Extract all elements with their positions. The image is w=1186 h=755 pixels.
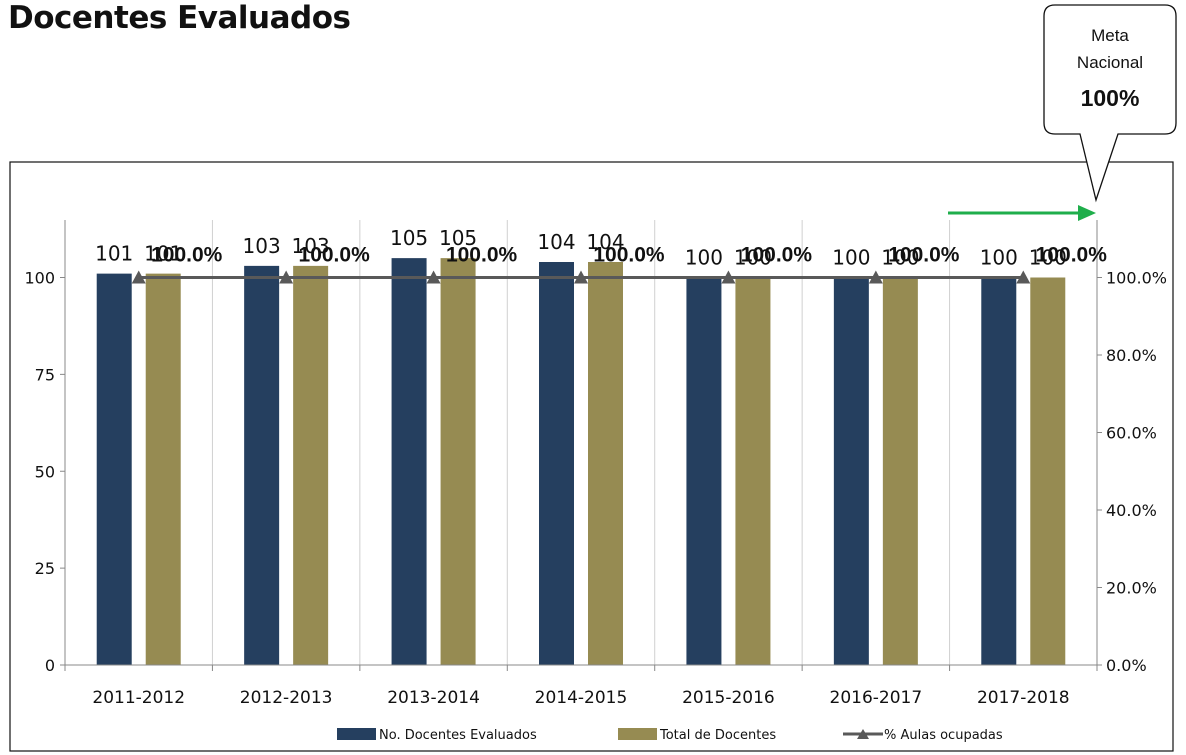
category-label: 2017-2018 xyxy=(977,688,1070,708)
meta-arrow-head xyxy=(1078,205,1096,221)
callout-value: 100% xyxy=(1081,85,1140,111)
legend-label-total: Total de Docentes xyxy=(659,728,776,743)
category-label: 2014-2015 xyxy=(535,688,628,708)
bar-evaluated xyxy=(96,273,132,665)
right-tick-label: 80.0% xyxy=(1106,346,1157,365)
category-label: 2011-2012 xyxy=(92,688,185,708)
line-point-marker xyxy=(721,270,736,284)
left-tick-label: 75 xyxy=(35,365,55,384)
legend-label-evaluated: No. Docentes Evaluados xyxy=(379,728,537,743)
bar-data-label: 100 xyxy=(685,246,723,270)
bar-data-label: 100 xyxy=(881,246,919,270)
line-point-marker xyxy=(279,270,294,284)
category-label: 2016-2017 xyxy=(830,688,923,708)
chart-frame xyxy=(9,161,1174,752)
left-tick-label: 100 xyxy=(24,269,55,288)
line-point-marker xyxy=(574,270,588,284)
bar-total xyxy=(293,265,329,665)
right-tick-label: 40.0% xyxy=(1106,501,1157,520)
line-point-marker xyxy=(868,270,883,284)
left-tick-label: 0 xyxy=(45,656,55,675)
category-label: 2015-2016 xyxy=(682,688,775,708)
bar-evaluated xyxy=(981,277,1017,665)
right-tick-label: 0.0% xyxy=(1106,656,1147,675)
line-data-label: 100.0% xyxy=(446,244,518,267)
bar-evaluated xyxy=(539,262,574,665)
bar-data-label: 101 xyxy=(144,242,182,266)
bar-evaluated xyxy=(244,265,280,665)
bar-total xyxy=(1030,277,1066,665)
bar-data-label: 105 xyxy=(390,226,428,250)
line-data-label: 100.0% xyxy=(888,244,960,267)
bar-data-label: 100 xyxy=(1029,246,1067,270)
category-label: 2012-2013 xyxy=(240,688,333,708)
right-tick-label: 20.0% xyxy=(1106,579,1157,598)
left-tick-label: 25 xyxy=(35,559,55,578)
left-tick-label: 50 xyxy=(35,462,55,481)
line-data-label: 100.0% xyxy=(1036,244,1108,267)
right-tick-label: 60.0% xyxy=(1106,424,1157,443)
line-point-marker xyxy=(1016,270,1031,284)
page-title: Docentes Evaluados xyxy=(8,0,351,36)
bar-data-label: 105 xyxy=(439,226,477,250)
legend-swatch-total xyxy=(618,728,657,740)
bar-evaluated xyxy=(391,258,427,665)
right-tick-label: 100.0% xyxy=(1106,269,1167,288)
legend-swatch-evaluated xyxy=(337,728,376,740)
bar-total xyxy=(882,277,918,665)
legend-label-line: % Aulas ocupadas xyxy=(884,728,1003,743)
bar-data-label: 101 xyxy=(95,242,133,266)
line-point-marker xyxy=(426,270,441,284)
bar-total xyxy=(440,258,476,665)
bar-total xyxy=(735,277,771,665)
line-data-label: 100.0% xyxy=(593,244,665,267)
bar-data-label: 103 xyxy=(292,234,330,258)
callout-line-2: Nacional xyxy=(1077,53,1143,72)
category-label: 2013-2014 xyxy=(387,688,480,708)
line-data-label: 100.0% xyxy=(299,244,371,267)
legend: No. Docentes Evaluados Total de Docentes… xyxy=(337,728,1003,743)
bar-data-label: 104 xyxy=(537,230,575,254)
bar-evaluated xyxy=(833,277,869,665)
bar-data-label: 103 xyxy=(243,234,281,258)
line-data-label: 100.0% xyxy=(741,244,813,267)
legend-triangle-marker xyxy=(857,729,869,739)
line-data-label: 100.0% xyxy=(151,244,223,267)
bar-total xyxy=(588,262,623,665)
callout-line-1: Meta xyxy=(1091,26,1129,45)
bar-data-label: 100 xyxy=(832,246,870,270)
callout-bubble xyxy=(1043,4,1177,203)
line-point-marker xyxy=(131,270,146,284)
bar-evaluated xyxy=(686,277,722,665)
bar-data-label: 100 xyxy=(980,246,1018,270)
bar-total xyxy=(145,273,181,665)
bar-data-label: 100 xyxy=(734,246,772,270)
bar-data-label: 104 xyxy=(586,230,624,254)
